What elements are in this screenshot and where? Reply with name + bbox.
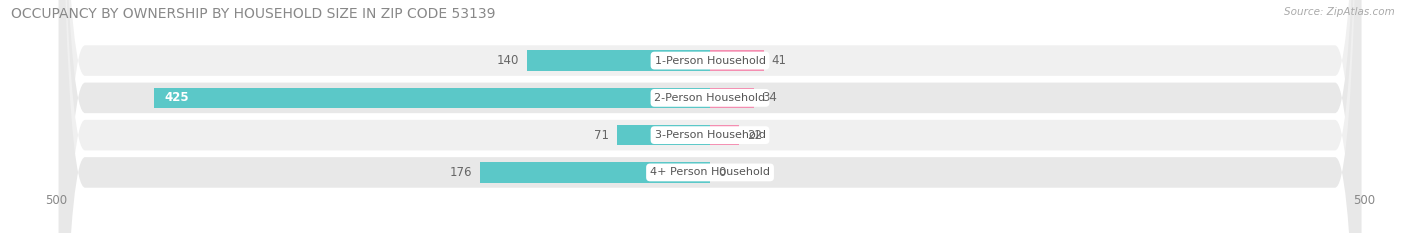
Text: 140: 140 <box>496 54 519 67</box>
Text: Source: ZipAtlas.com: Source: ZipAtlas.com <box>1284 7 1395 17</box>
Text: 425: 425 <box>165 91 190 104</box>
Bar <box>479 162 710 183</box>
Text: 22: 22 <box>747 129 762 142</box>
Text: 3-Person Household: 3-Person Household <box>655 130 765 140</box>
Text: 0: 0 <box>718 166 725 179</box>
Text: 34: 34 <box>762 91 778 104</box>
Bar <box>710 88 755 108</box>
Text: 176: 176 <box>450 166 472 179</box>
FancyBboxPatch shape <box>59 0 1361 233</box>
Bar <box>710 125 738 145</box>
Bar <box>617 125 710 145</box>
Text: 1-Person Household: 1-Person Household <box>655 56 765 65</box>
Text: 41: 41 <box>772 54 786 67</box>
Text: 2-Person Household: 2-Person Household <box>654 93 766 103</box>
FancyBboxPatch shape <box>59 0 1361 233</box>
Text: OCCUPANCY BY OWNERSHIP BY HOUSEHOLD SIZE IN ZIP CODE 53139: OCCUPANCY BY OWNERSHIP BY HOUSEHOLD SIZE… <box>11 7 496 21</box>
FancyBboxPatch shape <box>59 0 1361 233</box>
Text: 4+ Person Household: 4+ Person Household <box>650 168 770 177</box>
FancyBboxPatch shape <box>59 0 1361 233</box>
Text: 71: 71 <box>595 129 609 142</box>
Bar <box>155 88 710 108</box>
Bar <box>527 50 710 71</box>
Bar <box>710 50 763 71</box>
